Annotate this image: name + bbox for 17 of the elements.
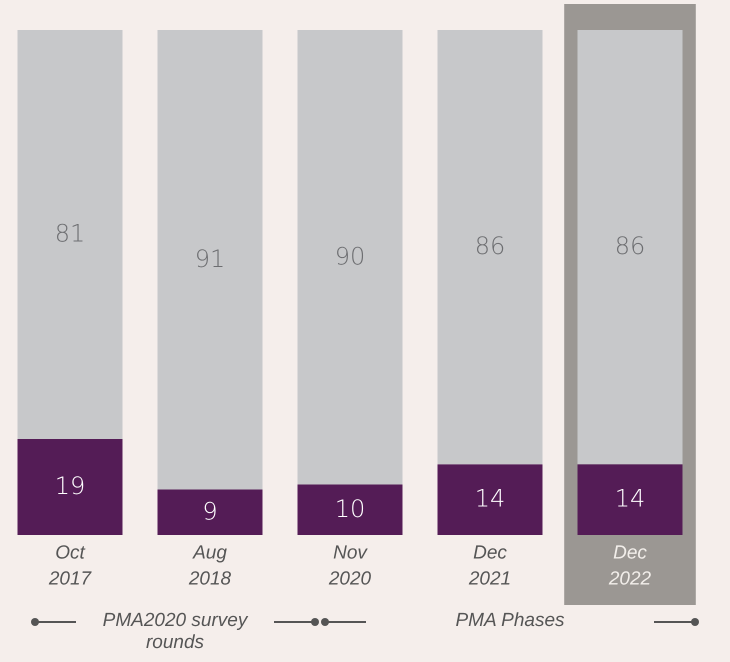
data-label: 86	[614, 232, 646, 260]
data-label: 90	[334, 242, 366, 270]
data-label: 86	[474, 232, 506, 260]
x-tick-label: Dec 2021	[468, 542, 512, 590]
data-label: 14	[474, 484, 506, 513]
x-tick-label: Oct 2017	[48, 542, 93, 590]
data-label: 10	[334, 494, 366, 523]
data-label: 9	[202, 497, 218, 526]
text: PMA2020 survey rounds	[102, 610, 250, 654]
data-label: 19	[54, 472, 86, 500]
text: PMA Phases	[455, 610, 565, 632]
x-tick-label: Dec 2022	[608, 542, 652, 590]
x-tick-label: Aug 2018	[188, 542, 232, 590]
x-tick-label: Nov 2020	[328, 542, 372, 590]
data-label: 14	[614, 484, 646, 513]
data-label: 81	[54, 220, 86, 248]
data-label: 91	[194, 244, 226, 273]
